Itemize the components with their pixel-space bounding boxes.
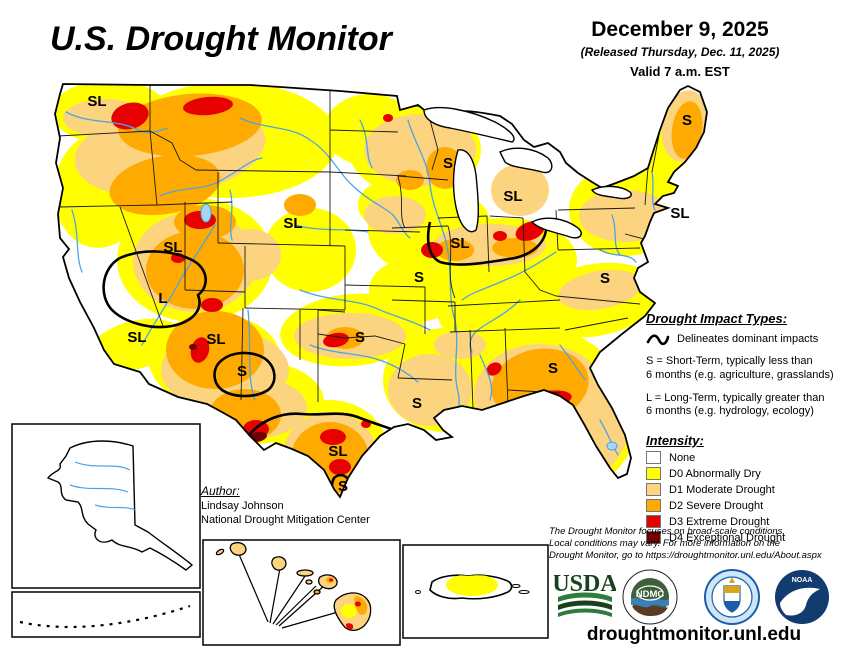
legend-label-d1: D1 Moderate Drought [669, 483, 775, 496]
legend-swatch-d1 [646, 483, 661, 496]
puerto-rico-d0-area [446, 575, 498, 596]
legend-row-d3: D3 Extreme Drought [646, 515, 846, 528]
legend-row-d0: D0 Abnormally Dry [646, 467, 846, 480]
droughtmonitor-url: droughtmonitor.unl.edu [586, 624, 802, 645]
ndmc-logo-text: NDMC [636, 589, 665, 600]
legend-swatch-d2 [646, 499, 661, 512]
legend-swatch-d3 [646, 515, 661, 528]
long-term-line2: 6 months (e.g. hydrology, ecology) [646, 405, 814, 418]
legend-row-none: None [646, 451, 846, 464]
agency-logos: USDA NDMC NOAA [552, 569, 836, 625]
valid-time: Valid 7 a.m. EST [630, 64, 730, 79]
impact-delineation-outlines [102, 221, 548, 497]
author-org: National Drought Mitigation Center [201, 514, 370, 526]
ndmc-logo: NDMC [622, 569, 678, 625]
noaa-logo: NOAA [775, 570, 829, 624]
author-block: Author: Lindsay Johnson National Drought… [201, 484, 370, 526]
map-label-michigan: SL [503, 188, 522, 205]
disclaimer-text: The Drought Monitor focuses on broad-sca… [549, 526, 847, 562]
map-label-south-texas: SL [328, 443, 347, 460]
legend-label-none: None [669, 451, 696, 464]
delineation-curve-icon [646, 334, 670, 346]
disclaimer-line2: Local conditions may vary. For more info… [549, 537, 781, 549]
map-label-missouri: S [414, 269, 424, 286]
puerto-rico-inset [402, 544, 549, 639]
noaa-logo-text: NOAA [792, 577, 813, 584]
author-heading: Author: [201, 484, 240, 498]
map-label-southern-california: SL [127, 329, 146, 346]
aleutian-islands [19, 604, 191, 629]
map-label-oklahoma: S [355, 329, 365, 346]
short-term-line1: S = Short-Term, typically less than [646, 355, 813, 367]
map-label-new-jersey: SL [670, 205, 689, 222]
alaska-inset [11, 423, 201, 638]
usda-logo: USDA [554, 571, 616, 617]
hawaii-pointer-lines [237, 551, 339, 629]
legend-swatch-none [646, 451, 661, 464]
legend-swatch-d4 [646, 531, 661, 544]
hawaii-inset [202, 539, 401, 646]
map-label-utah-nevada: SL [163, 239, 182, 256]
disclaimer-line3: Drought Monitor, go to https://droughtmo… [549, 549, 822, 561]
map-label-maine: S [682, 112, 692, 129]
legend-panel: Drought Impact Types: Delineates dominan… [646, 311, 846, 544]
map-label-illinois: SL [450, 235, 469, 252]
drought-layer-d3 [111, 96, 707, 475]
legend-label-d4: D4 Exceptional Drought [669, 531, 786, 544]
map-label-arizona: SL [206, 331, 225, 348]
map-label-georgia: S [548, 360, 558, 377]
rivers [65, 111, 656, 456]
long-term-line1: L = Long-Term, typically greater than [646, 391, 825, 404]
map-label-washington: SL [87, 93, 106, 110]
lake-okeechobee [606, 441, 618, 451]
legend-label-d0: D0 Abnormally Dry [669, 467, 761, 480]
legend-swatch-d0 [646, 467, 661, 480]
map-label-wyoming-nebraska: SL [283, 215, 302, 232]
legend-row-d4: D4 Exceptional Drought [646, 531, 846, 544]
legend-row-d2: D2 Severe Drought [646, 499, 846, 512]
great-lakes [423, 107, 632, 239]
page-title: U.S. Drought Monitor [50, 20, 392, 58]
impact-types-heading: Drought Impact Types: [646, 311, 788, 326]
intensity-heading: Intensity: [646, 433, 704, 448]
map-label-wisconsin: S [443, 155, 453, 172]
legend-label-d2: D2 Severe Drought [669, 499, 764, 512]
great-salt-lake [200, 203, 212, 223]
short-term-line2: 6 months (e.g. agriculture, grasslands) [646, 368, 834, 381]
legend-label-d3: D3 Extreme Drought [669, 515, 770, 528]
alaska-rivers [69, 461, 136, 511]
commerce-seal-logo [704, 569, 760, 625]
map-label-southeast-arizona: S [237, 363, 247, 380]
short-term-definition: S = Short-Term, typically less than 6 mo… [646, 355, 846, 383]
aleutians-box [11, 591, 201, 638]
map-date: December 9, 2025 [591, 18, 769, 41]
legend-row-d1: D1 Moderate Drought [646, 483, 846, 496]
map-label-texas-tip: S [338, 478, 348, 495]
conus-coastline [54, 83, 708, 499]
map-label-louisiana: S [412, 395, 422, 412]
release-date: (Released Thursday, Dec. 11, 2025) [580, 45, 780, 59]
delineates-row: Delineates dominant impacts [646, 332, 846, 346]
map-label-virginia: S [600, 270, 610, 287]
map-label-nevada-long-term: L [158, 290, 167, 307]
disclaimer-line1: The Drought Monitor focuses on broad-sca… [549, 526, 786, 537]
long-term-definition: L = Long-Term, typically greater than 6 … [646, 392, 846, 420]
delineates-text: Delineates dominant impacts [677, 333, 819, 345]
hawaii-islands [215, 542, 372, 632]
state-borders [57, 85, 661, 409]
alaska-outline [46, 440, 194, 571]
date-block: December 9, 2025 (Released Thursday, Dec… [540, 18, 820, 79]
author-name: Lindsay Johnson [201, 500, 284, 512]
